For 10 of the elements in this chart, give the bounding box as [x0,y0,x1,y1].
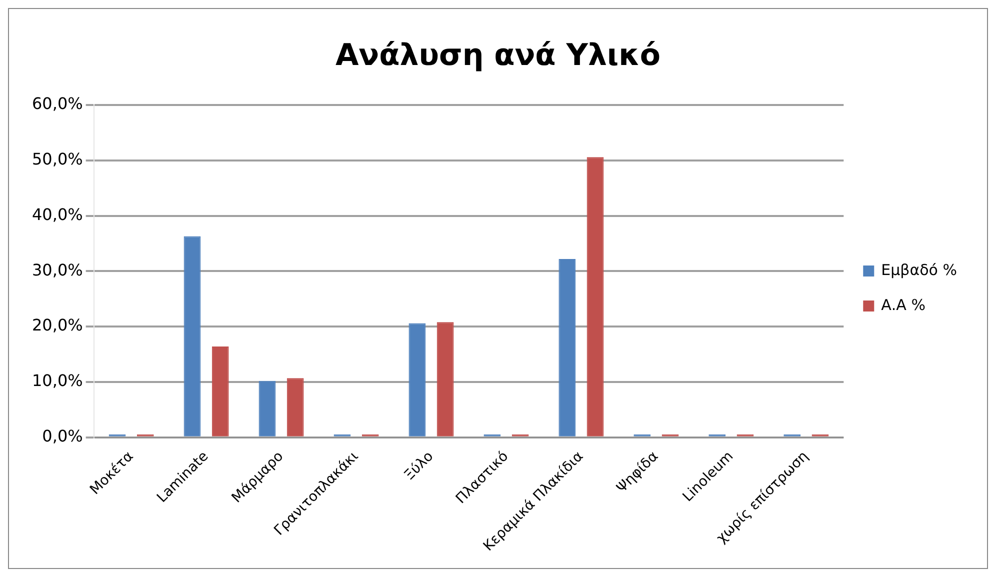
y-tick-label: 20,0% [32,316,83,335]
y-tick-label: 10,0% [32,371,83,390]
y-tick-label: 50,0% [32,150,83,169]
y-tick-label: 0,0% [42,426,83,446]
y-tick-label: 40,0% [32,204,83,224]
y-tick-label: 30,0% [32,260,83,280]
legend-label: Α.Α % [881,296,926,314]
y-tick-label: 60,0% [32,94,83,114]
chart-title: Ανάλυση ανά Υλικό [335,38,661,73]
legend-label: Εμβαδό % [881,260,957,279]
